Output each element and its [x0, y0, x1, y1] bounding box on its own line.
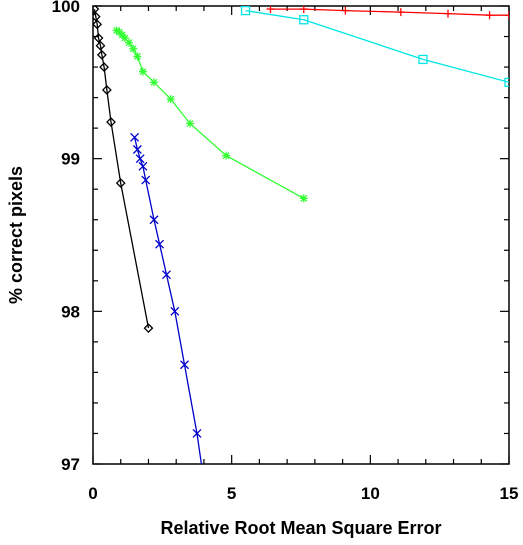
data-point [166, 95, 175, 104]
data-point [240, 6, 251, 16]
data-point [106, 117, 116, 127]
data-point [149, 215, 159, 225]
data-point [192, 429, 202, 438]
data-point [96, 49, 107, 60]
data-point [485, 11, 494, 20]
y-tick-label: 97 [61, 455, 80, 474]
data-point [93, 19, 103, 30]
data-point [186, 119, 195, 128]
data-point [162, 270, 171, 280]
data-point [299, 194, 308, 203]
series-square [240, 6, 509, 87]
data-point [129, 44, 138, 53]
data-point [299, 15, 309, 25]
data-point [443, 9, 452, 18]
x-tick-label: 10 [361, 484, 380, 503]
data-point [125, 38, 134, 47]
plot-frame [92, 5, 510, 465]
x-tick-label: 0 [88, 484, 97, 503]
series-line [245, 9, 509, 83]
data-point [93, 6, 100, 14]
series-x [130, 132, 207, 476]
data-point [155, 239, 165, 249]
data-point [504, 77, 509, 87]
data-point [266, 6, 275, 14]
data-point [141, 175, 151, 185]
data-point [180, 360, 189, 370]
data-point [93, 11, 101, 22]
data-point [138, 161, 148, 171]
data-point [101, 85, 112, 95]
data-point [150, 78, 159, 87]
data-point [222, 151, 231, 160]
y-tick-label: 99 [61, 150, 80, 169]
y-axis-label: % correct pixels [6, 166, 26, 304]
data-point [133, 52, 142, 61]
series-line [270, 8, 509, 16]
data-point [132, 145, 142, 154]
data-point [170, 306, 180, 316]
series-line [93, 8, 150, 329]
y-tick-label: 98 [61, 302, 80, 321]
data-point [135, 154, 145, 164]
data-point [199, 468, 207, 476]
data-point [93, 33, 104, 43]
y-tick-label: 100 [52, 0, 80, 16]
x-axis-label: Relative Root Mean Square Error [160, 518, 441, 538]
data-point [299, 6, 308, 14]
data-point [95, 40, 106, 51]
data-point [143, 323, 154, 334]
series-line [133, 137, 203, 464]
series-diamond [93, 6, 154, 334]
x-tick-label: 5 [227, 484, 236, 503]
data-point [418, 54, 428, 65]
data-point [99, 62, 110, 72]
data-point [130, 132, 140, 142]
series-plus [266, 6, 509, 20]
data-point [505, 11, 509, 20]
data-point [341, 6, 350, 15]
x-tick-label: 15 [500, 484, 519, 503]
data-point [115, 178, 126, 189]
data-point [138, 67, 147, 76]
data-point [396, 8, 405, 17]
series-asterisk [112, 26, 308, 203]
